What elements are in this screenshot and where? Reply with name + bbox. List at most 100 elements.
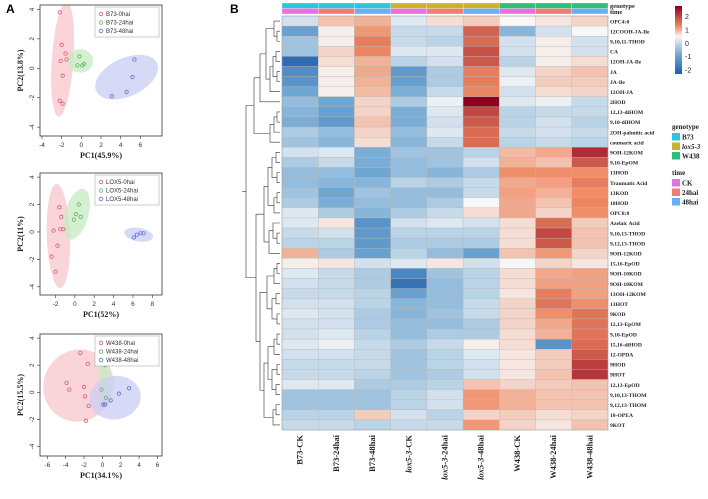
data-point bbox=[101, 402, 106, 407]
heatmap-cell bbox=[354, 25, 391, 37]
data-point bbox=[81, 384, 87, 389]
data-point bbox=[55, 243, 60, 248]
legend-time-label: CK bbox=[682, 180, 693, 188]
heatmap-cell bbox=[426, 15, 464, 27]
row-label: 9OH-12KOM bbox=[610, 151, 644, 157]
dendrogram-link bbox=[272, 56, 277, 77]
pca-legend: LOX5-0hai LOX5-24hai LOX5-48hai bbox=[94, 174, 160, 206]
heatmap-cell bbox=[318, 308, 355, 320]
heatmap-cell bbox=[318, 318, 355, 330]
data-point bbox=[61, 227, 66, 232]
heatmap-cell bbox=[281, 25, 319, 37]
data-point bbox=[83, 418, 88, 423]
heatmap-cell bbox=[318, 116, 355, 128]
heatmap-cell bbox=[426, 227, 464, 239]
x-tick-label: 0 bbox=[73, 301, 77, 308]
heatmap-cell bbox=[281, 116, 319, 128]
heatmap-cell bbox=[318, 227, 355, 239]
column-label: B73-24hai bbox=[331, 434, 341, 471]
heatmap-cell bbox=[571, 187, 609, 198]
heatmap-cell bbox=[281, 258, 319, 269]
dendrogram-link bbox=[275, 152, 280, 163]
genotype-annotation-cell bbox=[535, 2, 572, 9]
heatmap-cell bbox=[318, 268, 355, 279]
dendrogram-link bbox=[276, 364, 280, 375]
heatmap-cell bbox=[462, 278, 500, 289]
legend-time-swatch bbox=[672, 188, 680, 196]
colorbar-tick-label: 1 bbox=[685, 28, 689, 35]
heatmap-cell bbox=[462, 237, 500, 249]
heatmap-cell bbox=[354, 248, 391, 259]
time-annotation-cell bbox=[426, 8, 464, 15]
time-annotation-cell bbox=[281, 8, 319, 15]
heatmap-cell bbox=[318, 106, 355, 118]
heatmap-cell bbox=[499, 136, 536, 148]
heatmap-cell bbox=[426, 25, 464, 37]
heatmap-cell bbox=[390, 116, 428, 128]
data-point bbox=[57, 98, 62, 103]
legend-label: W438-24hai bbox=[106, 350, 138, 356]
heatmap-cell bbox=[354, 15, 391, 27]
heatmap-cell bbox=[318, 126, 355, 138]
heatmap-cell bbox=[535, 157, 572, 168]
heatmap-cell bbox=[281, 278, 319, 289]
column-label-italic: lox5-3 bbox=[440, 457, 450, 480]
heatmap-cell bbox=[390, 96, 428, 108]
heatmap-cell bbox=[318, 66, 355, 77]
heatmap-cell bbox=[535, 46, 572, 57]
row-label: OPC8:0 bbox=[610, 211, 629, 217]
heatmap-cell bbox=[535, 349, 572, 360]
heatmap-cell bbox=[281, 126, 319, 138]
row-label: 12,13-diHOM bbox=[610, 110, 644, 116]
heatmap-cell bbox=[390, 167, 428, 178]
heatmap-cell bbox=[535, 96, 572, 108]
heatmap-cell bbox=[354, 76, 391, 87]
heatmap-cell bbox=[426, 349, 464, 360]
heatmap-cell bbox=[390, 359, 428, 370]
heatmap-cell bbox=[571, 96, 609, 108]
heatmap-cell bbox=[354, 278, 391, 289]
row-label: JA-Ile bbox=[610, 80, 625, 86]
data-point bbox=[77, 54, 82, 59]
data-point bbox=[138, 231, 143, 236]
heatmap-cell bbox=[462, 106, 500, 118]
y-tick-label: -4 bbox=[29, 124, 36, 130]
heatmap-cell bbox=[571, 379, 609, 390]
pca-panel-1: -4 -2 0 2 4 6 -4 -2 0 2 4 PC1(45.9%) PC2(13.8%) B73-0… bbox=[16, 4, 163, 160]
plot-frame bbox=[39, 333, 163, 457]
heatmap-cell bbox=[462, 268, 500, 279]
heatmap-cell bbox=[462, 419, 500, 431]
heatmap-cell bbox=[462, 147, 500, 158]
heatmap-cell bbox=[462, 56, 500, 67]
heatmap-cell bbox=[390, 217, 428, 229]
row-label: 9OH-10KOM bbox=[610, 282, 644, 288]
heatmap-cell bbox=[354, 268, 391, 279]
heatmap-cell bbox=[390, 419, 428, 431]
legend-marker bbox=[98, 196, 104, 202]
heatmap-cell bbox=[354, 359, 391, 370]
heatmap-cell bbox=[571, 36, 609, 47]
legend-marker bbox=[98, 11, 104, 17]
heatmap-cell bbox=[499, 419, 536, 431]
legend-genotype-label: lox5-3 bbox=[682, 143, 701, 151]
heatmap-cell bbox=[499, 278, 536, 289]
heatmap-cell bbox=[462, 207, 500, 219]
heatmap-cell bbox=[390, 126, 428, 138]
heatmap-cell bbox=[354, 187, 391, 198]
heatmap-cell bbox=[281, 248, 319, 259]
heatmap-cell bbox=[535, 76, 572, 87]
heatmap-cell bbox=[535, 258, 572, 269]
heatmap-cell bbox=[354, 167, 391, 178]
legend-time-title: time bbox=[672, 169, 685, 177]
heatmap-cell bbox=[571, 399, 609, 410]
heatmap-cell bbox=[426, 187, 464, 198]
heatmap-cell bbox=[390, 258, 428, 269]
heatmap-cell bbox=[426, 379, 464, 390]
heatmap-cell bbox=[499, 369, 536, 380]
heatmap-cell bbox=[571, 248, 609, 259]
dendrogram-link bbox=[267, 346, 274, 380]
heatmap-cell bbox=[354, 86, 391, 97]
heatmap-cell bbox=[318, 96, 355, 108]
heatmap-cell bbox=[318, 76, 355, 87]
data-point bbox=[51, 228, 56, 233]
